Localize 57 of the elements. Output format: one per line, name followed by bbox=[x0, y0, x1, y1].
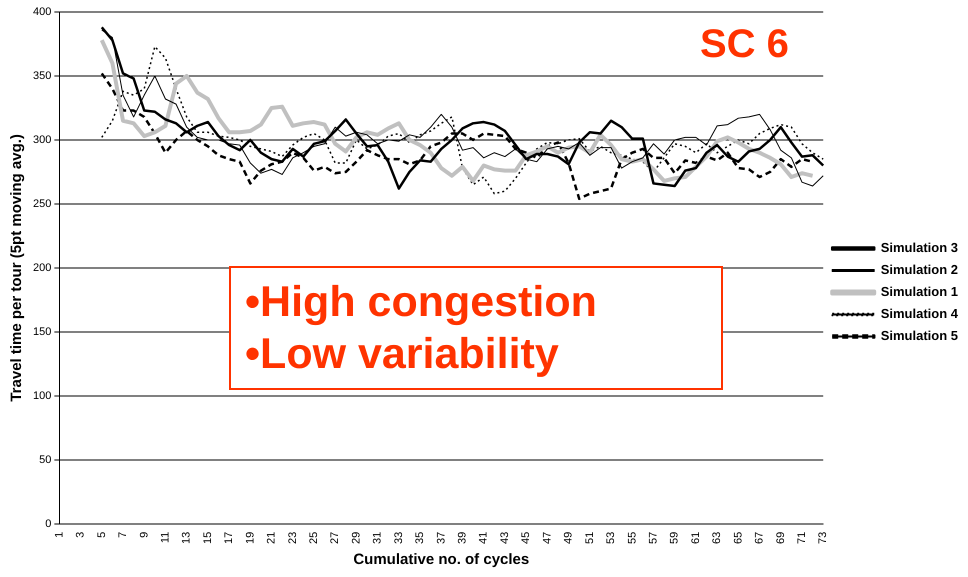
x-tick-label: 23 bbox=[286, 532, 299, 544]
y-tick-label: 400 bbox=[32, 6, 52, 18]
x-tick-label: 65 bbox=[732, 532, 744, 544]
x-tick-label: 9 bbox=[138, 532, 150, 538]
x-axis-title: Cumulative no. of cycles bbox=[353, 551, 530, 568]
annotation: •Low variability bbox=[245, 329, 560, 380]
x-tick-label: 41 bbox=[478, 532, 490, 544]
x-tick-label: 1 bbox=[53, 532, 66, 538]
x-tick-label: 49 bbox=[562, 532, 575, 544]
x-tick-label: 57 bbox=[647, 532, 660, 544]
legend-label: Simulation 2 bbox=[880, 262, 958, 278]
x-tick-label: 45 bbox=[520, 532, 532, 544]
y-axis-title: Travel time per tour (5pt moving avg.) bbox=[8, 134, 26, 402]
x-tick-label: 51 bbox=[584, 532, 596, 544]
x-tick-label: 37 bbox=[435, 532, 448, 544]
x-tick-label: 17 bbox=[223, 532, 236, 544]
callout-box: •High congestion •Low variability bbox=[229, 266, 723, 390]
x-tick-label: 53 bbox=[605, 532, 618, 544]
annotation: SC 6 bbox=[700, 22, 789, 67]
y-tick-label: 350 bbox=[32, 70, 52, 82]
x-tick-label: 11 bbox=[159, 532, 172, 544]
legend-label: Simulation 3 bbox=[880, 240, 958, 256]
y-tick-label: 50 bbox=[39, 454, 52, 466]
x-tick-label: 7 bbox=[117, 532, 130, 538]
legend-label: Simulation 5 bbox=[880, 328, 958, 344]
y-tick-label: 100 bbox=[32, 390, 52, 402]
legend-label: Simulation 4 bbox=[880, 306, 959, 322]
x-tick-label: 59 bbox=[668, 532, 681, 544]
y-tick-label: 0 bbox=[45, 518, 52, 530]
y-tick-label: 250 bbox=[32, 198, 52, 210]
x-tick-label: 21 bbox=[266, 532, 278, 544]
annotation: •High congestion bbox=[245, 277, 598, 328]
x-tick-label: 33 bbox=[392, 532, 405, 544]
legend-label: Simulation 1 bbox=[880, 284, 958, 300]
x-tick-label: 73 bbox=[817, 532, 830, 544]
x-tick-label: 3 bbox=[74, 532, 87, 538]
x-tick-label: 19 bbox=[244, 532, 256, 544]
x-tick-label: 47 bbox=[541, 532, 554, 544]
x-tick-label: 35 bbox=[414, 532, 426, 544]
x-tick-label: 25 bbox=[308, 532, 320, 544]
x-tick-label: 63 bbox=[711, 532, 724, 544]
x-tick-label: 15 bbox=[202, 532, 214, 544]
x-tick-label: 69 bbox=[774, 532, 787, 544]
y-tick-label: 200 bbox=[32, 262, 52, 274]
y-tick-label: 300 bbox=[32, 134, 52, 146]
y-tick-label: 150 bbox=[32, 326, 52, 338]
x-tick-label: 31 bbox=[372, 532, 384, 544]
x-tick-label: 67 bbox=[754, 532, 766, 544]
x-tick-label: 61 bbox=[690, 532, 702, 544]
x-tick-label: 5 bbox=[96, 532, 108, 538]
x-tick-label: 43 bbox=[498, 532, 511, 544]
x-tick-label: 39 bbox=[456, 532, 469, 544]
x-tick-label: 13 bbox=[180, 532, 193, 544]
x-tick-label: 29 bbox=[350, 532, 362, 544]
x-tick-label: 71 bbox=[796, 532, 808, 544]
x-tick-label: 27 bbox=[329, 532, 342, 544]
x-tick-label: 55 bbox=[626, 532, 638, 544]
